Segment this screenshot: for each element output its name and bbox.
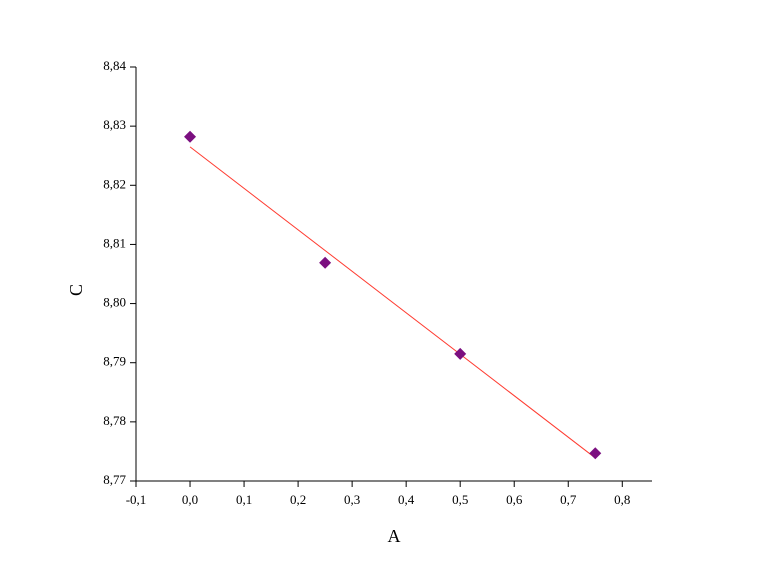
y-tick-label: 8,79 (103, 354, 126, 369)
x-tick-label: 0,0 (182, 492, 198, 507)
fit-line (189, 146, 596, 459)
data-point (319, 256, 332, 269)
data-point (454, 347, 467, 360)
data-point (184, 130, 197, 143)
y-tick-label: 8,77 (103, 472, 126, 487)
x-tick-label: 0,5 (452, 492, 468, 507)
y-tick-label: 8,84 (103, 58, 126, 73)
y-axis-title: C (66, 284, 86, 296)
x-tick-label: 0,2 (290, 492, 306, 507)
y-tick-label: 8,81 (103, 235, 126, 250)
x-tick-label: 0,6 (506, 492, 523, 507)
x-tick-label: -0,1 (126, 492, 147, 507)
data-point (589, 447, 602, 460)
x-tick-label: 0,3 (344, 492, 360, 507)
x-tick-label: 0,4 (398, 492, 415, 507)
x-tick-label: 0,7 (560, 492, 577, 507)
x-tick-label: 0,8 (614, 492, 630, 507)
y-tick-label: 8,78 (103, 413, 126, 428)
x-axis-title: A (388, 526, 401, 546)
y-tick-label: 8,80 (103, 295, 126, 310)
x-tick-label: 0,1 (236, 492, 252, 507)
y-tick-label: 8,83 (103, 117, 126, 132)
y-tick-label: 8,82 (103, 176, 126, 191)
